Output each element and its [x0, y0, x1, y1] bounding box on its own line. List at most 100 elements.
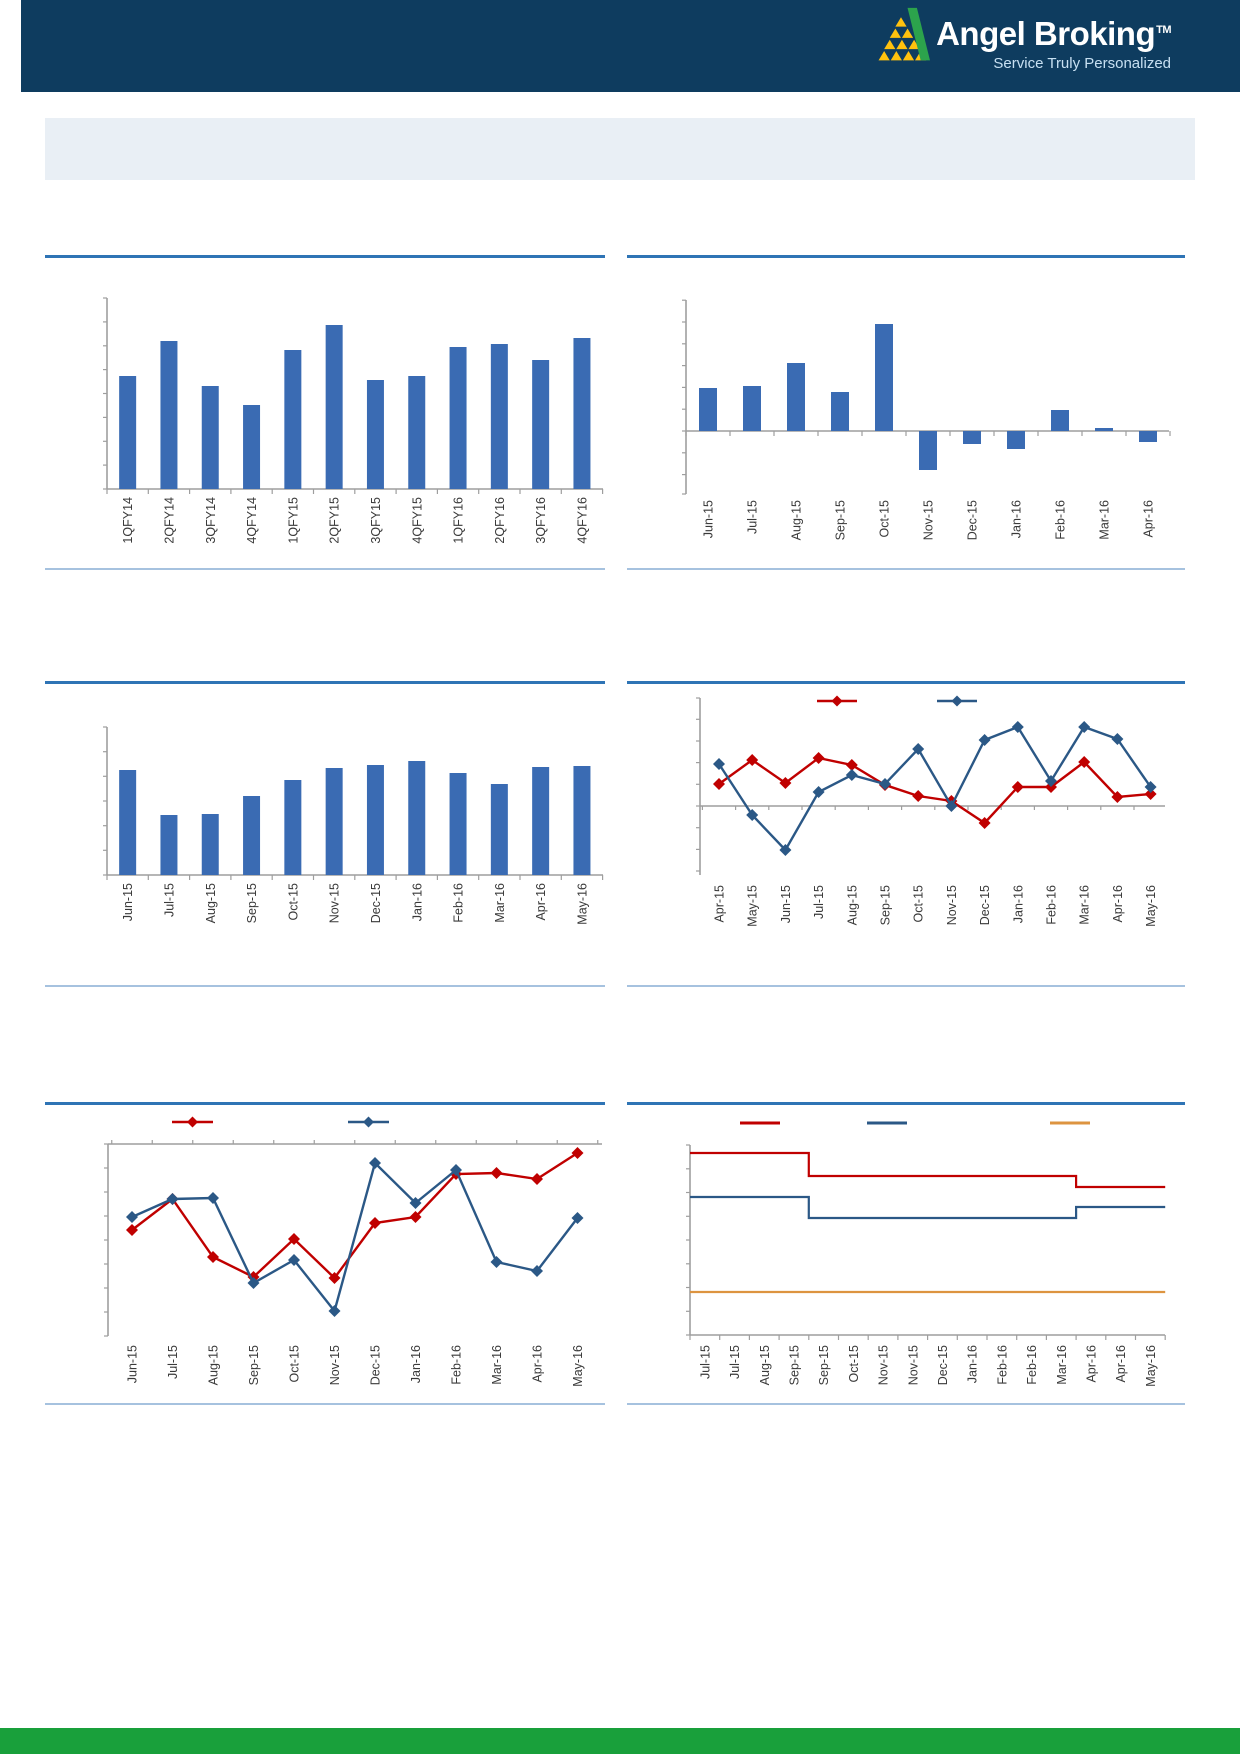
- trademark-symbol: TM: [1156, 24, 1171, 36]
- svg-text:Feb-16: Feb-16: [1045, 885, 1059, 925]
- svg-text:Sep-15: Sep-15: [787, 1345, 801, 1385]
- svg-text:Aug-15: Aug-15: [845, 885, 859, 925]
- bar: [408, 761, 426, 875]
- bar: [160, 815, 178, 875]
- bar: [919, 431, 937, 470]
- line-series-1: [713, 721, 1157, 856]
- line-series-0: [126, 1147, 584, 1284]
- svg-text:Nov-15: Nov-15: [328, 1345, 342, 1385]
- section-rule-top: [627, 255, 1185, 258]
- svg-text:4QFY16: 4QFY16: [575, 497, 589, 544]
- x-axis-labels: Jul-15 Jul-15 Aug-15 Sep-15 Sep-15 Oct-15 Nov-…: [698, 1345, 1158, 1387]
- bar: [490, 344, 508, 489]
- bar: [743, 386, 761, 431]
- bar: [1007, 431, 1025, 449]
- legend: [172, 1116, 389, 1128]
- bar: [490, 784, 508, 875]
- chart-canvas: 1QFY14 2QFY14 3QFY14 4QFY14 1QFY15 2QFY15 3QFY…: [103, 297, 604, 544]
- bar: [325, 768, 343, 875]
- svg-text:2QFY16: 2QFY16: [493, 497, 507, 544]
- x-axis-labels: Jun-15 Jul-15 Aug-15 Sep-15 Oct-15 Nov-15 Dec-…: [702, 500, 1156, 540]
- bar: [449, 773, 467, 875]
- svg-text:3QFY14: 3QFY14: [204, 497, 218, 544]
- section-rule-bottom: [627, 568, 1185, 570]
- svg-text:Dec-15: Dec-15: [966, 500, 980, 540]
- section-rule-top: [627, 1102, 1185, 1105]
- svg-text:Mar-16: Mar-16: [1055, 1345, 1069, 1385]
- svg-text:Aug-15: Aug-15: [758, 1345, 772, 1385]
- chart-card-monthly-posneg-bar: Jun-15 Jul-15 Aug-15 Sep-15 Oct-15 Nov-15 Dec-…: [627, 255, 1185, 570]
- svg-text:Mar-16: Mar-16: [490, 1345, 504, 1385]
- axes: [103, 297, 604, 494]
- svg-text:Sep-15: Sep-15: [247, 1345, 261, 1385]
- svg-text:2QFY14: 2QFY14: [162, 497, 176, 544]
- svg-text:Jan-16: Jan-16: [1011, 885, 1025, 923]
- svg-text:4QFY15: 4QFY15: [410, 497, 424, 544]
- header: Angel BrokingTM Service Truly Personaliz…: [21, 0, 1240, 92]
- section-rule-bottom: [627, 1403, 1185, 1405]
- bar: [201, 386, 219, 489]
- svg-text:4QFY14: 4QFY14: [245, 497, 259, 544]
- bar: [408, 376, 426, 489]
- chart-canvas: Jun-15 Jul-15 Aug-15 Sep-15 Oct-15 Nov-15 Dec-…: [104, 1116, 602, 1387]
- bar: [963, 431, 981, 444]
- svg-text:Oct-15: Oct-15: [288, 1345, 302, 1383]
- svg-text:Jul-15: Jul-15: [698, 1345, 712, 1379]
- svg-text:Mar-16: Mar-16: [1078, 885, 1092, 925]
- svg-text:May-15: May-15: [746, 885, 760, 927]
- bar: [325, 325, 343, 489]
- x-axis-labels: Jun-15 Jul-15 Aug-15 Sep-15 Oct-15 Nov-15 Dec-…: [121, 883, 589, 925]
- chart-canvas: Apr-15 May-15 Jun-15 Jul-15 Aug-15 Sep-15 Oct-…: [696, 695, 1165, 927]
- section-rule-top: [627, 681, 1185, 684]
- svg-text:Jun-15: Jun-15: [121, 883, 135, 921]
- axes: [696, 697, 1165, 875]
- bar: [1051, 410, 1069, 431]
- bar: [787, 363, 805, 431]
- svg-text:Jan-16: Jan-16: [966, 1345, 980, 1383]
- svg-text:Nov-15: Nov-15: [328, 883, 342, 923]
- x-axis-labels: Apr-15 May-15 Jun-15 Jul-15 Aug-15 Sep-15 Oct-…: [713, 885, 1159, 927]
- bar: [366, 380, 384, 489]
- x-axis-labels: Jun-15 Jul-15 Aug-15 Sep-15 Oct-15 Nov-15 Dec-…: [126, 1345, 586, 1387]
- svg-text:Oct-15: Oct-15: [286, 883, 300, 921]
- bar: [1139, 431, 1157, 442]
- svg-text:Feb-16: Feb-16: [452, 883, 466, 923]
- x-axis-labels: 1QFY14 2QFY14 3QFY14 4QFY14 1QFY15 2QFY15 3QFY…: [121, 497, 589, 544]
- bar: [243, 405, 261, 489]
- bar: [160, 341, 178, 489]
- svg-text:3QFY16: 3QFY16: [534, 497, 548, 544]
- svg-text:Oct-15: Oct-15: [847, 1345, 861, 1383]
- svg-text:Feb-16: Feb-16: [1025, 1345, 1039, 1385]
- bar-series: [119, 761, 591, 875]
- svg-text:Sep-15: Sep-15: [834, 500, 848, 540]
- brand-name: Angel BrokingTM: [936, 15, 1171, 52]
- svg-text:Apr-16: Apr-16: [1084, 1345, 1098, 1383]
- svg-text:Apr-16: Apr-16: [531, 1345, 545, 1383]
- svg-text:Jul-15: Jul-15: [162, 883, 176, 917]
- chart-canvas: Jun-15 Jul-15 Aug-15 Sep-15 Oct-15 Nov-15 Dec-…: [103, 726, 604, 925]
- chart-canvas: Jun-15 Jul-15 Aug-15 Sep-15 Oct-15 Nov-15 Dec-…: [682, 299, 1171, 540]
- svg-text:Mar-16: Mar-16: [493, 883, 507, 923]
- svg-text:Sep-15: Sep-15: [817, 1345, 831, 1385]
- section-rule-bottom: [45, 1403, 605, 1405]
- angel-broking-logo: [878, 7, 930, 61]
- bar-series: [699, 324, 1157, 470]
- svg-text:Sep-15: Sep-15: [245, 883, 259, 923]
- svg-text:Mar-16: Mar-16: [1098, 500, 1112, 540]
- svg-text:1QFY16: 1QFY16: [452, 497, 466, 544]
- svg-text:Jul-15: Jul-15: [166, 1345, 180, 1379]
- svg-text:Nov-15: Nov-15: [877, 1345, 891, 1385]
- bar: [119, 376, 137, 489]
- axes: [686, 1144, 1166, 1340]
- svg-text:1QFY15: 1QFY15: [286, 497, 300, 544]
- logo-green-ribbon: [907, 7, 930, 61]
- svg-text:Apr-16: Apr-16: [1114, 1345, 1128, 1383]
- svg-text:Jul-15: Jul-15: [746, 500, 760, 534]
- svg-text:Feb-16: Feb-16: [450, 1345, 464, 1385]
- bar: [284, 780, 302, 875]
- chart-canvas: Jul-15 Jul-15 Aug-15 Sep-15 Sep-15 Oct-15 Nov-…: [686, 1121, 1166, 1387]
- svg-text:2QFY15: 2QFY15: [328, 497, 342, 544]
- svg-text:Apr-16: Apr-16: [1111, 885, 1125, 923]
- section-rule-bottom: [45, 568, 605, 570]
- footer-bar: [0, 1728, 1240, 1754]
